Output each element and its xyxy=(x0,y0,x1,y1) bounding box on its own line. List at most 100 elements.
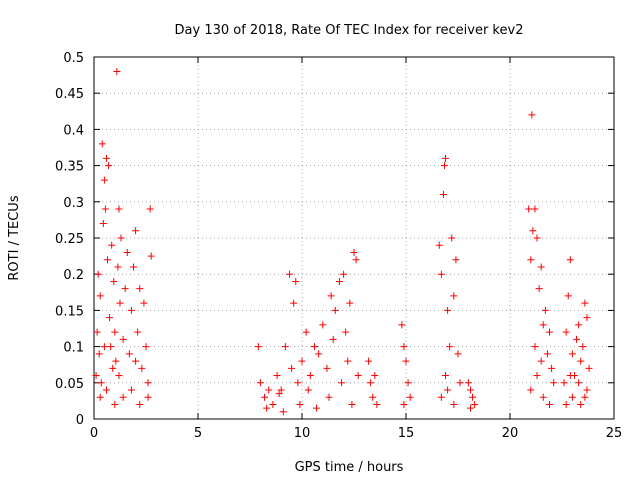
data-point xyxy=(101,205,109,213)
data-point xyxy=(109,364,117,372)
data-point xyxy=(543,350,551,358)
data-point xyxy=(115,205,123,213)
data-point xyxy=(269,401,277,409)
data-point xyxy=(404,379,412,387)
data-point xyxy=(531,343,539,351)
data-point xyxy=(581,393,589,401)
data-point xyxy=(539,321,547,329)
data-point xyxy=(464,379,472,387)
data-point xyxy=(104,256,112,264)
data-point xyxy=(437,270,445,278)
data-point xyxy=(533,234,541,242)
data-point xyxy=(531,205,539,213)
data-point xyxy=(546,401,554,409)
data-point xyxy=(568,393,576,401)
data-point xyxy=(105,162,113,170)
data-point xyxy=(562,401,570,409)
data-point xyxy=(95,350,103,358)
data-point xyxy=(471,401,479,409)
data-point xyxy=(275,390,283,398)
data-point xyxy=(456,379,464,387)
data-point xyxy=(254,343,262,351)
data-point xyxy=(541,306,549,314)
data-point xyxy=(338,379,346,387)
data-point xyxy=(346,299,354,307)
data-point xyxy=(123,248,131,256)
data-point xyxy=(106,314,114,322)
data-point xyxy=(575,321,583,329)
data-point xyxy=(93,328,101,336)
data-point xyxy=(352,256,360,264)
data-point xyxy=(435,241,443,249)
data-point xyxy=(315,350,323,358)
data-point xyxy=(99,220,107,228)
y-tick-label: 0.25 xyxy=(55,232,84,247)
data-point xyxy=(454,350,462,358)
y-axis-label: ROTI / TECUs xyxy=(7,195,22,280)
data-point xyxy=(550,379,558,387)
data-point xyxy=(527,386,535,394)
data-point xyxy=(400,401,408,409)
data-point xyxy=(100,343,108,351)
data-point xyxy=(537,263,545,271)
data-point xyxy=(579,343,587,351)
data-point xyxy=(279,408,287,416)
data-point xyxy=(96,393,104,401)
data-point xyxy=(132,227,140,235)
data-point xyxy=(537,357,545,365)
data-point xyxy=(525,205,533,213)
data-point xyxy=(564,292,572,300)
data-point xyxy=(319,321,327,329)
data-point xyxy=(342,328,350,336)
data-point xyxy=(127,386,135,394)
data-point xyxy=(369,393,377,401)
data-point xyxy=(265,386,273,394)
data-point xyxy=(113,67,121,75)
data-point xyxy=(398,321,406,329)
data-point xyxy=(566,256,574,264)
data-point xyxy=(439,191,447,199)
data-point xyxy=(142,343,150,351)
data-point xyxy=(304,386,312,394)
data-point xyxy=(102,386,110,394)
data-point xyxy=(134,328,142,336)
data-point xyxy=(147,252,155,260)
data-point xyxy=(566,372,574,380)
x-tick-label: 15 xyxy=(398,426,415,441)
data-point xyxy=(340,270,348,278)
data-point xyxy=(583,314,591,322)
data-point xyxy=(119,335,127,343)
data-point xyxy=(286,270,294,278)
y-tick-label: 0.2 xyxy=(63,268,84,283)
data-point xyxy=(132,357,140,365)
y-tick-label: 0.1 xyxy=(63,341,84,356)
data-point xyxy=(107,343,115,351)
data-point xyxy=(325,393,333,401)
data-point xyxy=(367,379,375,387)
data-point xyxy=(313,404,321,412)
data-point xyxy=(446,343,454,351)
data-point xyxy=(437,393,445,401)
data-point xyxy=(354,372,362,380)
y-tick-label: 0.15 xyxy=(55,304,84,319)
axis-ticks: 0 5 10 15 20 25 0 0.05 0.1 0.15 0.2 0.25 0.3 0.35 0.4 0… xyxy=(55,51,622,441)
y-tick-label: 0.45 xyxy=(55,87,84,102)
data-point xyxy=(110,277,118,285)
data-point xyxy=(528,111,536,119)
x-tick-label: 25 xyxy=(606,426,623,441)
x-tick-label: 10 xyxy=(294,426,311,441)
data-point xyxy=(263,404,271,412)
data-point xyxy=(450,401,458,409)
data-point xyxy=(329,335,337,343)
data-point xyxy=(469,393,477,401)
data-point xyxy=(298,357,306,365)
data-point xyxy=(144,393,152,401)
data-point xyxy=(111,401,119,409)
data-point xyxy=(527,256,535,264)
data-point xyxy=(140,299,148,307)
y-tick-label: 0.3 xyxy=(63,196,84,211)
data-point xyxy=(529,227,537,235)
data-point xyxy=(581,299,589,307)
data-point xyxy=(116,299,124,307)
grid-lines xyxy=(94,57,614,419)
